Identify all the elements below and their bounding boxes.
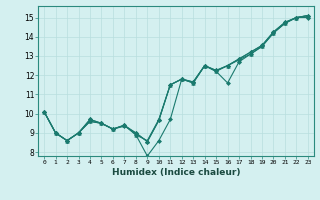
X-axis label: Humidex (Indice chaleur): Humidex (Indice chaleur) xyxy=(112,168,240,177)
